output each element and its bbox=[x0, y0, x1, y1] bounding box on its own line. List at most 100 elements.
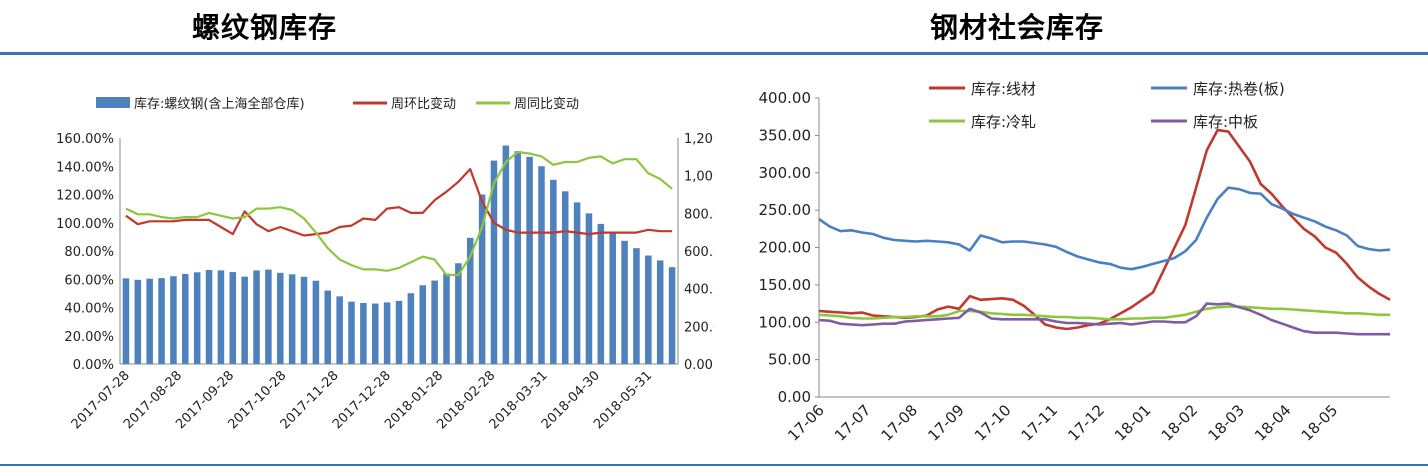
legend-bar-swatch bbox=[96, 97, 130, 108]
inventory-bar bbox=[561, 191, 569, 364]
inventory-bar bbox=[514, 151, 521, 364]
inventory-bar bbox=[597, 223, 605, 364]
inventory-bar bbox=[158, 278, 165, 364]
x-tick-label: 17-12 bbox=[1064, 401, 1108, 445]
x-tick-label: 17-08 bbox=[878, 401, 922, 445]
right-y-tick-label: 200.00 bbox=[684, 320, 714, 335]
left-y-tick-label: 40.00% bbox=[64, 302, 114, 317]
left-y-tick-label: 0.00% bbox=[73, 358, 114, 373]
inventory-bar bbox=[277, 272, 284, 364]
inventory-bar bbox=[253, 270, 260, 364]
inventory-bar bbox=[300, 276, 308, 364]
inventory-bar bbox=[621, 240, 628, 364]
inventory-bar bbox=[134, 279, 142, 364]
inventory-bar bbox=[383, 302, 391, 364]
inventory-bar bbox=[348, 301, 355, 364]
left-chart-title: 螺纹钢库存 bbox=[192, 11, 338, 44]
steel-social-inventory-chart: 0.00 50.00 100.00 150.00 200.00 250.00 300.00 3… bbox=[759, 80, 1391, 445]
inventory-bar bbox=[550, 179, 557, 364]
legend-label: 库存:热卷(板) bbox=[1193, 80, 1285, 98]
inventory-bar bbox=[217, 270, 225, 364]
y-tick-label: 400.00 bbox=[759, 89, 812, 107]
left-y-tick-label: 160.00% bbox=[56, 132, 114, 147]
legend-label: 库存:冷轧 bbox=[971, 113, 1036, 131]
inventory-bar bbox=[146, 278, 153, 364]
series-line-purple bbox=[818, 302, 1390, 336]
inventory-bar bbox=[265, 269, 272, 364]
rebar-inventory-chart: 0.00% 20.00% 40.00% 60.00% 80.00% 100.00% 120.… bbox=[56, 96, 714, 432]
x-tick-label: 17-06 bbox=[784, 401, 828, 445]
x-tick-label: 17-10 bbox=[971, 401, 1015, 445]
inventory-bar bbox=[229, 272, 237, 364]
right-y-tick-label: 800.00 bbox=[684, 207, 714, 222]
inventory-bar bbox=[182, 273, 189, 364]
inventory-bar bbox=[526, 156, 533, 364]
right-y-tick-label: 400.00 bbox=[684, 283, 714, 298]
inventory-bar bbox=[645, 255, 652, 364]
y-tick-label: 50.00 bbox=[768, 351, 811, 369]
x-tick-label: 18-05 bbox=[1298, 401, 1342, 445]
x-tick-label: 17-11 bbox=[1018, 401, 1062, 445]
left-y-tick-label: 80.00% bbox=[64, 245, 114, 260]
legend-label: 库存:线材 bbox=[971, 80, 1036, 98]
legend-label: 库存:中板 bbox=[1193, 113, 1258, 131]
right-y-tick-label: 0.00 bbox=[684, 358, 713, 373]
left-y-tick-label: 20.00% bbox=[64, 330, 114, 345]
week-on-week-line bbox=[125, 168, 673, 237]
y-tick-label: 150.00 bbox=[759, 276, 812, 294]
inventory-bar bbox=[538, 166, 545, 364]
x-tick-label: 18-01 bbox=[1111, 401, 1155, 445]
inventory-bar bbox=[205, 270, 213, 364]
inventory-bar bbox=[371, 303, 379, 364]
inventory-bar bbox=[585, 213, 593, 364]
inventory-bar bbox=[478, 194, 486, 364]
legend-label: 周环比变动 bbox=[391, 96, 456, 112]
x-tick-label: 18-03 bbox=[1204, 401, 1248, 445]
inventory-bar bbox=[170, 276, 177, 364]
inventory-bar bbox=[312, 280, 320, 364]
series-line-red bbox=[818, 128, 1391, 331]
left-y-tick-label: 60.00% bbox=[64, 273, 114, 288]
left-y-tick-label: 100.00% bbox=[56, 217, 114, 232]
inventory-bar bbox=[668, 267, 676, 364]
inventory-bar bbox=[455, 263, 462, 364]
y-tick-label: 300.00 bbox=[759, 164, 812, 182]
inventory-bar bbox=[466, 237, 474, 364]
bottom-divider bbox=[0, 464, 1428, 466]
inventory-bar bbox=[336, 296, 343, 364]
legend-label: 库存:螺纹钢(含上海全部仓库) bbox=[134, 96, 305, 112]
inventory-bar bbox=[609, 232, 616, 364]
left-legend: 库存:螺纹钢(含上海全部仓库) 周环比变动 周同比变动 bbox=[96, 96, 579, 112]
inventory-bar bbox=[407, 293, 415, 364]
y-tick-label: 200.00 bbox=[759, 239, 812, 257]
inventory-bar bbox=[324, 290, 332, 364]
top-divider bbox=[0, 52, 1428, 55]
inventory-bar bbox=[122, 278, 130, 364]
x-tick-label: 18-02 bbox=[1158, 401, 1202, 445]
inventory-bar bbox=[241, 276, 248, 364]
inventory-bar bbox=[193, 272, 201, 364]
inventory-bar bbox=[395, 300, 403, 364]
series-line-green bbox=[818, 305, 1390, 321]
inventory-bar bbox=[288, 274, 296, 364]
left-y-tick-label: 120.00% bbox=[56, 189, 114, 204]
x-tick-label: 17-07 bbox=[831, 401, 875, 445]
right-y-tick-label: 1,000.00 bbox=[684, 170, 714, 185]
inventory-bar bbox=[419, 285, 427, 364]
inventory-bar bbox=[656, 260, 664, 364]
x-tick-label: 18-04 bbox=[1251, 401, 1295, 445]
inventory-bar bbox=[633, 248, 640, 364]
inventory-bar bbox=[502, 145, 510, 364]
right-chart-title: 钢材社会库存 bbox=[930, 11, 1105, 44]
legend-label: 周同比变动 bbox=[514, 96, 579, 112]
y-tick-label: 250.00 bbox=[759, 201, 812, 219]
series-line-blue bbox=[818, 186, 1391, 271]
inventory-bar bbox=[573, 202, 581, 364]
inventory-bar bbox=[360, 302, 367, 364]
inventory-bar bbox=[431, 280, 438, 364]
left-y-tick-label: 140.00% bbox=[56, 160, 114, 175]
right-y-tick-label: 600.00 bbox=[684, 245, 714, 260]
y-tick-label: 0.00 bbox=[778, 388, 811, 406]
inventory-bar bbox=[490, 160, 498, 364]
year-on-year-line bbox=[125, 151, 673, 277]
